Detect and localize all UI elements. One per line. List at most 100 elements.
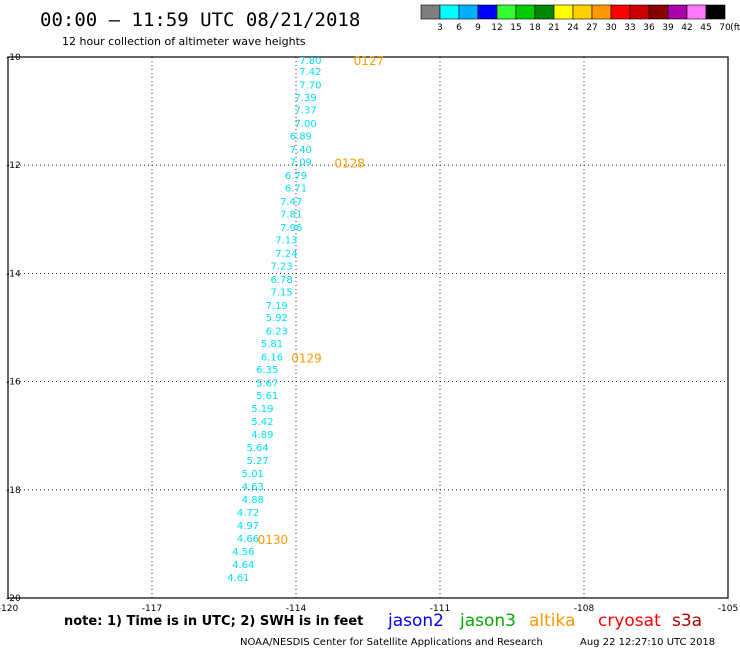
swh-value-label: 5.42: [251, 417, 273, 428]
satellite-legend: jason2 jason3 altika cryosat s3a: [387, 611, 702, 631]
y-tick-label: -16: [6, 378, 21, 388]
swh-value-label: 7.37: [294, 105, 316, 116]
swh-value-label: 5.27: [246, 456, 268, 467]
color-scale-label: 70: [719, 23, 731, 33]
color-scale-swatch: [610, 4, 631, 20]
color-scale-unit: (ft): [730, 23, 740, 33]
swh-value-label: 5.61: [256, 391, 278, 402]
swh-value-label: 4.72: [237, 508, 259, 519]
swh-value-label: 5.19: [251, 404, 273, 415]
color-scale-label: 3: [437, 23, 443, 33]
swh-value-label: 7.70: [299, 81, 321, 92]
x-tick-label: -105: [718, 604, 738, 614]
swh-value-label: 4.63: [242, 482, 264, 493]
axis-tick-labels: -120 -117 -114 -111 -108 -105 -10 -12 -14 -16 -18 -…: [0, 53, 738, 614]
time-label: 0128: [334, 156, 365, 170]
time-label: 0127: [354, 54, 385, 68]
swh-value-label: 6.89: [290, 131, 312, 142]
swh-value-label: 6.78: [270, 275, 292, 286]
color-scale-label: 18: [529, 23, 541, 33]
color-scale-label: 30: [605, 23, 617, 33]
y-tick-label: -14: [6, 269, 21, 279]
swh-value-label: 4.97: [237, 521, 259, 532]
swh-value-label: 7.23: [270, 261, 292, 272]
swh-value-label: 5.81: [261, 339, 283, 350]
x-tick-label: -120: [0, 604, 18, 614]
y-tick-label: -10: [6, 53, 21, 63]
color-scale-swatch: [667, 4, 688, 20]
color-scale-swatch: [534, 4, 555, 20]
satellite-legend-item: s3a: [672, 611, 702, 631]
color-scale-label: 36: [643, 23, 655, 33]
color-scale-swatch: [591, 4, 612, 20]
color-scale-label: 15: [510, 23, 521, 33]
satellite-legend-item: jason3: [459, 611, 516, 631]
swh-value-label: 4.61: [227, 573, 249, 584]
color-scale-swatch: [629, 4, 650, 20]
time-label: 0130: [258, 533, 289, 547]
color-scale-swatch: [420, 4, 441, 20]
x-tick-label: -117: [142, 604, 162, 614]
color-scale-swatch: [439, 4, 460, 20]
satellite-legend-item: altika: [529, 611, 576, 631]
swh-value-label: 7.09: [290, 157, 312, 168]
swh-value-label: 6.16: [261, 353, 283, 364]
color-scale-label: 45: [700, 23, 711, 33]
swh-value-label: 6.71: [285, 183, 307, 194]
swh-value-label: 5.64: [246, 443, 268, 454]
color-scale-label: 33: [624, 23, 635, 33]
swh-value-label: 5.01: [242, 469, 264, 480]
color-scale-swatch: [572, 4, 593, 20]
color-scale-swatch: [705, 4, 726, 20]
swh-value-label: 7.19: [266, 301, 288, 312]
satellite-legend-item: jason2: [387, 611, 444, 631]
time-label: 0129: [291, 351, 322, 365]
swh-value-label: 6.35: [256, 365, 278, 376]
y-tick-label: -18: [6, 486, 21, 496]
data-points: 7.807.42 7.707.397.37 7.006.89 7.407.09 6.79…: [227, 56, 321, 584]
chart-subtitle: 12 hour collection of altimeter wave hei…: [62, 35, 306, 48]
satellite-legend-item: cryosat: [598, 611, 661, 631]
swh-value-label: 7.39: [294, 93, 316, 104]
swh-value-label: 4.89: [251, 430, 273, 441]
swh-value-label: 7.13: [275, 235, 297, 246]
color-scale-label: 39: [662, 23, 674, 33]
color-scale-swatch: [648, 4, 669, 20]
swh-value-label: 7.80: [299, 56, 321, 67]
swh-value-label: 7.15: [270, 287, 292, 298]
swh-value-label: 7.96: [280, 223, 302, 234]
color-scale-swatch: [496, 4, 517, 20]
color-scale-label: 12: [491, 23, 502, 33]
credit-text: NOAA/NESDIS Center for Satellite Applica…: [240, 637, 543, 648]
swh-value-label: 6.79: [285, 171, 307, 182]
color-scale-swatch: [515, 4, 536, 20]
color-scale-label: 24: [567, 23, 579, 33]
chart-title: 00:00 – 11:59 UTC 08/21/2018: [40, 9, 360, 31]
swh-value-label: 4.64: [232, 560, 254, 571]
color-scale-swatch: [553, 4, 574, 20]
plot-frame: [7, 56, 729, 599]
swh-value-label: 4.66: [237, 534, 259, 545]
swh-value-label: 6.23: [266, 327, 288, 338]
color-scale-label: 21: [548, 23, 559, 33]
swh-value-label: 7.24: [275, 249, 297, 260]
y-tick-label: -20: [6, 594, 21, 604]
note-text: note: 1) Time is in UTC; 2) SWH is in fe…: [64, 614, 363, 629]
swh-value-label: 4.88: [242, 495, 264, 506]
x-tick-label: -108: [574, 604, 595, 614]
swh-value-label: 5.67: [256, 379, 278, 390]
swh-value-label: 7.81: [280, 209, 302, 220]
swh-value-label: 4.56: [232, 547, 254, 558]
color-scale-label: 9: [475, 23, 481, 33]
grid-lines: [8, 57, 728, 598]
swh-value-label: 7.00: [294, 119, 316, 130]
color-scale-label: 27: [586, 23, 597, 33]
color-scale-label: 6: [456, 23, 462, 33]
swh-value-label: 7.42: [299, 67, 321, 78]
color-scale-swatch: [458, 4, 479, 20]
y-tick-label: -12: [6, 161, 21, 171]
swh-value-label: 5.92: [266, 313, 288, 324]
x-tick-label: -114: [286, 604, 307, 614]
